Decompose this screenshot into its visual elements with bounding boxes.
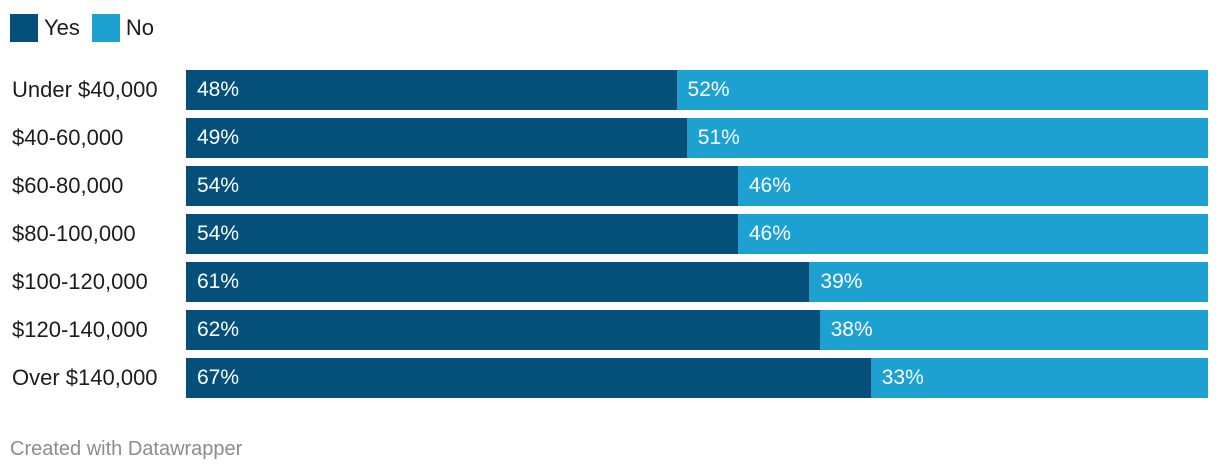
bar-no-100-120-000 xyxy=(809,262,1208,302)
value-label-yes-under-40-000: 48% xyxy=(197,78,240,101)
value-label-no-100-120-000: 39% xyxy=(820,270,863,293)
bar-yes-under-40-000 xyxy=(186,70,677,110)
bar-no-120-140-000 xyxy=(819,310,1208,350)
bar-no-over-140-000 xyxy=(870,358,1208,398)
value-label-yes-80-100-000: 54% xyxy=(197,222,240,245)
bar-yes-120-140-000 xyxy=(186,310,820,350)
bar-no-under-40-000 xyxy=(676,70,1208,110)
category-label-under-40-000: Under $40,000 xyxy=(12,77,158,102)
legend-item-yes: Yes xyxy=(10,14,80,42)
legend-label-yes: Yes xyxy=(44,15,80,40)
value-label-no-60-80-000: 46% xyxy=(748,174,791,197)
category-label-40-60-000: $40-60,000 xyxy=(12,125,124,150)
value-label-yes-60-80-000: 54% xyxy=(197,174,240,197)
datawrapper-credit: Created with Datawrapper xyxy=(10,438,243,460)
category-label-80-100-000: $80-100,000 xyxy=(12,221,136,246)
bar-no-40-60-000 xyxy=(686,118,1208,158)
legend-swatch-no xyxy=(91,14,120,42)
category-label-100-120-000: $100-120,000 xyxy=(12,269,148,294)
legend-item-no: No xyxy=(91,14,155,42)
value-label-no-under-40-000: 52% xyxy=(687,78,730,101)
bar-no-60-80-000 xyxy=(737,166,1208,206)
bar-yes-40-60-000 xyxy=(186,118,687,158)
value-label-yes-40-60-000: 49% xyxy=(197,126,240,149)
bar-no-80-100-000 xyxy=(737,214,1208,254)
legend-swatch-yes xyxy=(10,14,38,42)
chart-legend: Yes No xyxy=(10,13,166,43)
value-label-no-80-100-000: 46% xyxy=(748,222,791,245)
value-label-yes-over-140-000: 67% xyxy=(197,366,240,389)
value-label-no-over-140-000: 33% xyxy=(881,366,924,389)
bar-yes-60-80-000 xyxy=(186,166,738,206)
category-label-over-140-000: Over $140,000 xyxy=(12,365,158,390)
value-label-no-40-60-000: 51% xyxy=(697,126,740,149)
value-label-yes-120-140-000: 62% xyxy=(197,318,240,341)
value-label-yes-100-120-000: 61% xyxy=(197,270,240,293)
category-label-120-140-000: $120-140,000 xyxy=(12,317,148,342)
bar-yes-over-140-000 xyxy=(186,358,871,398)
category-label-60-80-000: $60-80,000 xyxy=(12,173,124,198)
bar-yes-100-120-000 xyxy=(186,262,810,302)
value-label-no-120-140-000: 38% xyxy=(830,318,873,341)
bar-yes-80-100-000 xyxy=(186,214,738,254)
legend-label-no: No xyxy=(125,15,155,40)
